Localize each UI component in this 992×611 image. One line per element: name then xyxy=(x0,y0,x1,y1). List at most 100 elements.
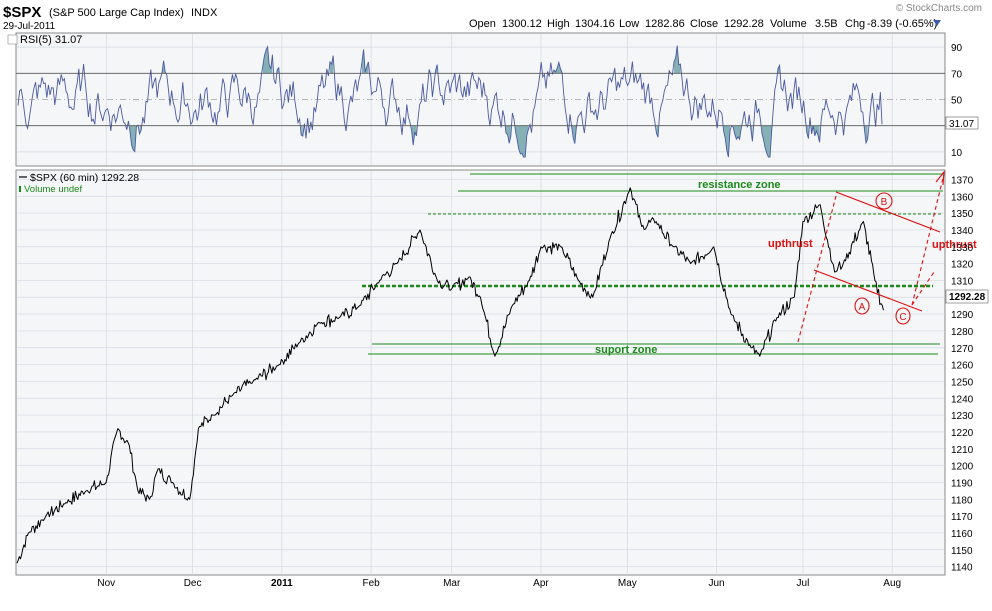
price-tick-label: 1190 xyxy=(951,478,973,489)
rsi-fill-area xyxy=(778,65,780,74)
x-tick-label: Feb xyxy=(362,578,380,589)
marker-c: C xyxy=(899,312,906,323)
symbol: $SPX xyxy=(3,4,41,21)
support-zone-label: suport zone xyxy=(595,344,657,356)
x-tick-label: Nov xyxy=(97,578,115,589)
price-tick-label: 1270 xyxy=(951,344,974,355)
rsi-legend: RSI(5) 31.07 xyxy=(20,34,82,46)
price-panel xyxy=(15,169,946,576)
volume-legend-icon xyxy=(19,186,21,192)
marker-b: B xyxy=(881,197,888,208)
ohlc-readout: Open 1300.12 High 1304.16 Low 1282.86 Cl… xyxy=(469,18,937,30)
open-label: Open xyxy=(469,18,496,30)
chevron-down-icon[interactable] xyxy=(933,20,941,26)
chg-value: -8.39 (-0.65%) xyxy=(867,18,937,30)
price-tick-label: 1340 xyxy=(951,226,974,237)
price-tick-label: 1320 xyxy=(951,260,974,271)
marker-a-circle xyxy=(854,297,870,315)
price-tick-label: 1290 xyxy=(951,310,974,321)
volume-legend: Volume undef xyxy=(24,184,82,195)
low-label: Low xyxy=(619,18,639,30)
rsi-current-box xyxy=(945,116,979,130)
low-value: 1282.86 xyxy=(645,18,685,30)
upthrust-dashed-line-2 xyxy=(911,173,945,306)
arrow-head-icon xyxy=(935,170,945,186)
zones xyxy=(362,173,943,355)
channel-upper-line xyxy=(835,191,941,233)
rsi-fill-area xyxy=(762,125,772,158)
high-value: 1304.16 xyxy=(575,18,615,30)
rsi-tick-label: 10 xyxy=(951,148,963,159)
x-tick-label: 2011 xyxy=(271,578,293,589)
annotation-lines xyxy=(797,170,945,343)
close-value: 1292.28 xyxy=(724,18,764,30)
price-legend: $SPX (60 min) 1292.28 xyxy=(30,172,139,184)
x-tick-label: Apr xyxy=(533,578,549,589)
rsi-axis: 9070503010 xyxy=(951,43,963,159)
rsi-fill-area xyxy=(723,125,730,158)
exchange: INDX xyxy=(191,7,218,19)
price-tick-label: 1200 xyxy=(951,462,974,473)
x-axis: Nov Dec 2011 Feb Mar Apr May Jun Jul Aug xyxy=(97,578,901,589)
rsi-tick-label: 70 xyxy=(951,69,963,80)
price-line xyxy=(16,187,884,564)
price-tick-label: 1230 xyxy=(951,411,974,422)
rsi-fill-area xyxy=(811,125,820,143)
price-tick-label: 1150 xyxy=(951,546,973,557)
price-tick-label: 1240 xyxy=(951,394,974,405)
upthrust-label-2: upthrust xyxy=(932,239,977,251)
close-label: Close xyxy=(690,18,718,30)
price-tick-label: 1350 xyxy=(951,209,974,220)
price-tick-label: 1280 xyxy=(951,327,974,338)
marker-b-circle xyxy=(875,192,893,210)
rsi-tick-label: 90 xyxy=(951,43,963,54)
x-tick-label: Jun xyxy=(709,578,725,589)
rsi-fill-area xyxy=(864,125,868,143)
price-tick-label: 1360 xyxy=(951,192,974,203)
price-tick-label: 1370 xyxy=(951,175,974,186)
price-current-box xyxy=(945,289,989,304)
rsi-fill-area xyxy=(554,62,562,74)
rsi-fill-area xyxy=(506,125,511,144)
rsi-tick-label: 50 xyxy=(951,96,963,107)
volume-label: Volume xyxy=(770,18,807,30)
rsi-fill-area xyxy=(301,125,303,137)
rsi-fill-area xyxy=(674,45,681,74)
price-tick-label: 1170 xyxy=(951,512,973,523)
price-axis: 1370136013501340133013201310130012901280… xyxy=(951,175,974,573)
resistance-zone-label: resistance zone xyxy=(698,179,781,191)
rsi-fill-area xyxy=(733,125,742,140)
rsi-legend-icon xyxy=(7,34,18,45)
high-label: High xyxy=(547,18,570,30)
price-tick-label: 1180 xyxy=(951,495,973,506)
open-value: 1300.12 xyxy=(502,18,542,30)
x-tick-label: Dec xyxy=(184,578,202,589)
x-tick-label: May xyxy=(618,578,637,589)
x-tick-label: Jul xyxy=(797,578,810,589)
price-tick-label: 1250 xyxy=(951,377,974,388)
price-tick-label: 1260 xyxy=(951,361,974,372)
x-tick-label: Aug xyxy=(883,578,901,589)
price-tick-label: 1330 xyxy=(951,243,974,254)
rsi-fill-area xyxy=(656,125,658,138)
price-current-value: 1292.28 xyxy=(949,292,986,303)
channel-lower-line xyxy=(813,269,923,312)
x-tick-label: Mar xyxy=(443,578,461,589)
upthrust-label-1: upthrust xyxy=(768,238,813,250)
chart-date: 29-Jul-2011 xyxy=(3,21,56,32)
rsi-fill-area xyxy=(806,125,809,139)
price-tick-label: 1310 xyxy=(951,276,974,287)
rsi-fill-area xyxy=(515,125,529,158)
price-tick-label: 1220 xyxy=(951,428,974,439)
watermark: © StockCharts.com xyxy=(896,3,982,14)
rsi-fill-area xyxy=(277,67,279,74)
symbol-description: (S&P 500 Large Cap Index) xyxy=(49,7,184,19)
price-tick-label: 1140 xyxy=(951,563,973,574)
price-tick-label: 1160 xyxy=(951,529,973,540)
price-tick-label: 1210 xyxy=(951,445,974,456)
volume-value: 3.5B xyxy=(815,18,838,30)
marker-c-circle xyxy=(895,307,911,325)
rsi-grid xyxy=(17,34,944,165)
rsi-current-value: 31.07 xyxy=(949,119,974,130)
